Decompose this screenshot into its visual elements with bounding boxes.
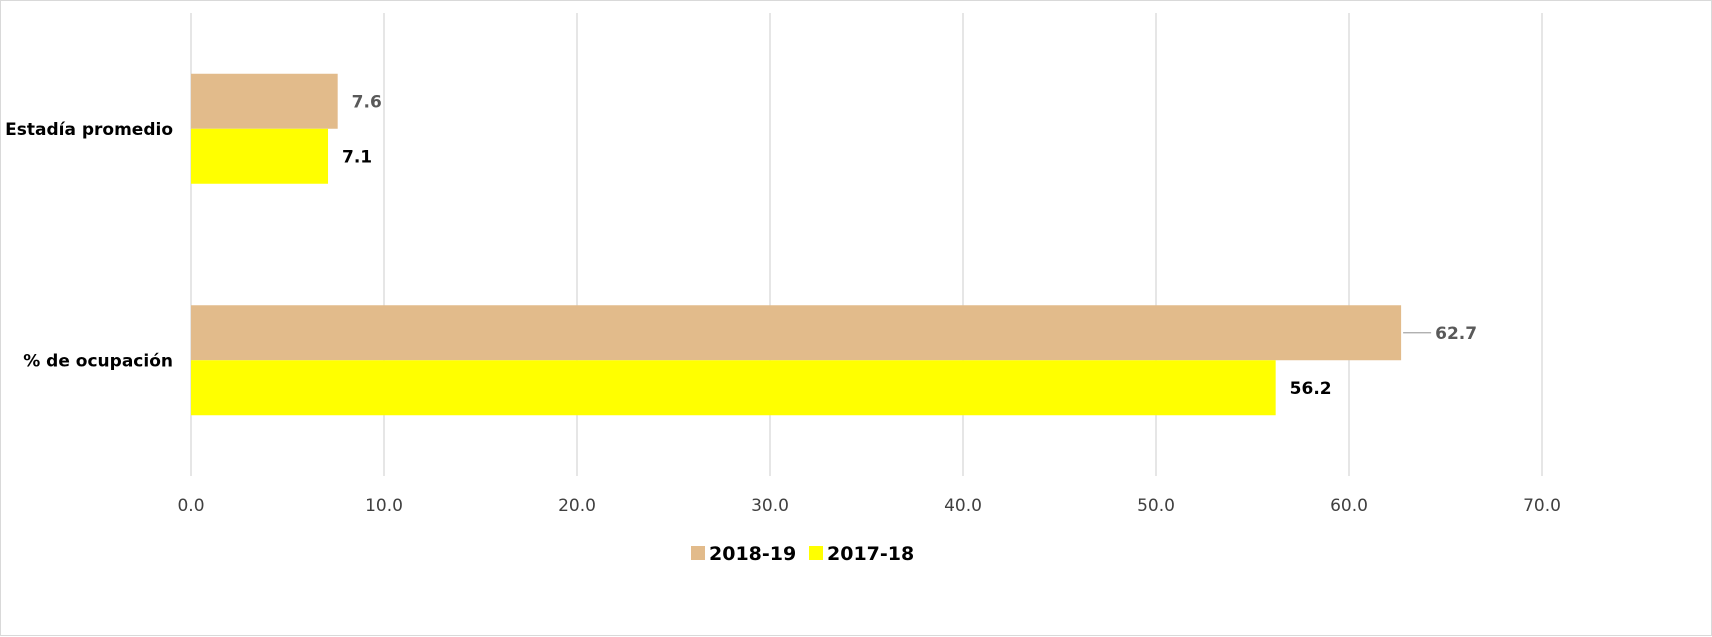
data-label-2018-19-1: 62.7 xyxy=(1435,324,1477,344)
x-tick-labels: 0.0 10.0 20.0 30.0 40.0 50.0 60.0 70.0 xyxy=(177,496,1560,516)
data-label-2017-18-1: 56.2 xyxy=(1290,379,1332,399)
data-label-2018-19-0: 7.6 xyxy=(352,92,382,112)
bar-2018-19-1 xyxy=(191,305,1402,361)
legend-label-2017-18: 2017-18 xyxy=(827,543,914,565)
legend-swatch-2017-18 xyxy=(809,546,823,560)
x-tick-label-7: 70.0 xyxy=(1523,496,1561,516)
x-tick-label-5: 50.0 xyxy=(1137,496,1175,516)
x-tick-label-0: 0.0 xyxy=(177,496,204,516)
bars xyxy=(191,73,1402,416)
x-tick-label-6: 60.0 xyxy=(1330,496,1368,516)
bar-2017-18-0 xyxy=(191,128,329,184)
data-labels: 7.6 7.1 62.7 56.2 xyxy=(342,92,1477,399)
bar-2017-18-1 xyxy=(191,360,1276,416)
x-tick-label-4: 40.0 xyxy=(944,496,982,516)
category-labels: Estadía promedio % de ocupación xyxy=(5,120,173,372)
x-tick-label-2: 20.0 xyxy=(558,496,596,516)
x-tick-label-3: 30.0 xyxy=(751,496,789,516)
legend-label-2018-19: 2018-19 xyxy=(709,543,796,565)
data-label-2017-18-0: 7.1 xyxy=(342,147,372,167)
bar-2018-19-0 xyxy=(191,73,338,129)
category-label-0: Estadía promedio xyxy=(5,120,173,140)
x-tick-label-1: 10.0 xyxy=(365,496,403,516)
gridlines xyxy=(190,13,1543,476)
category-label-1: % de ocupación xyxy=(23,351,173,371)
legend: 2018-19 2017-18 xyxy=(691,543,914,565)
legend-swatch-2018-19 xyxy=(691,546,705,560)
